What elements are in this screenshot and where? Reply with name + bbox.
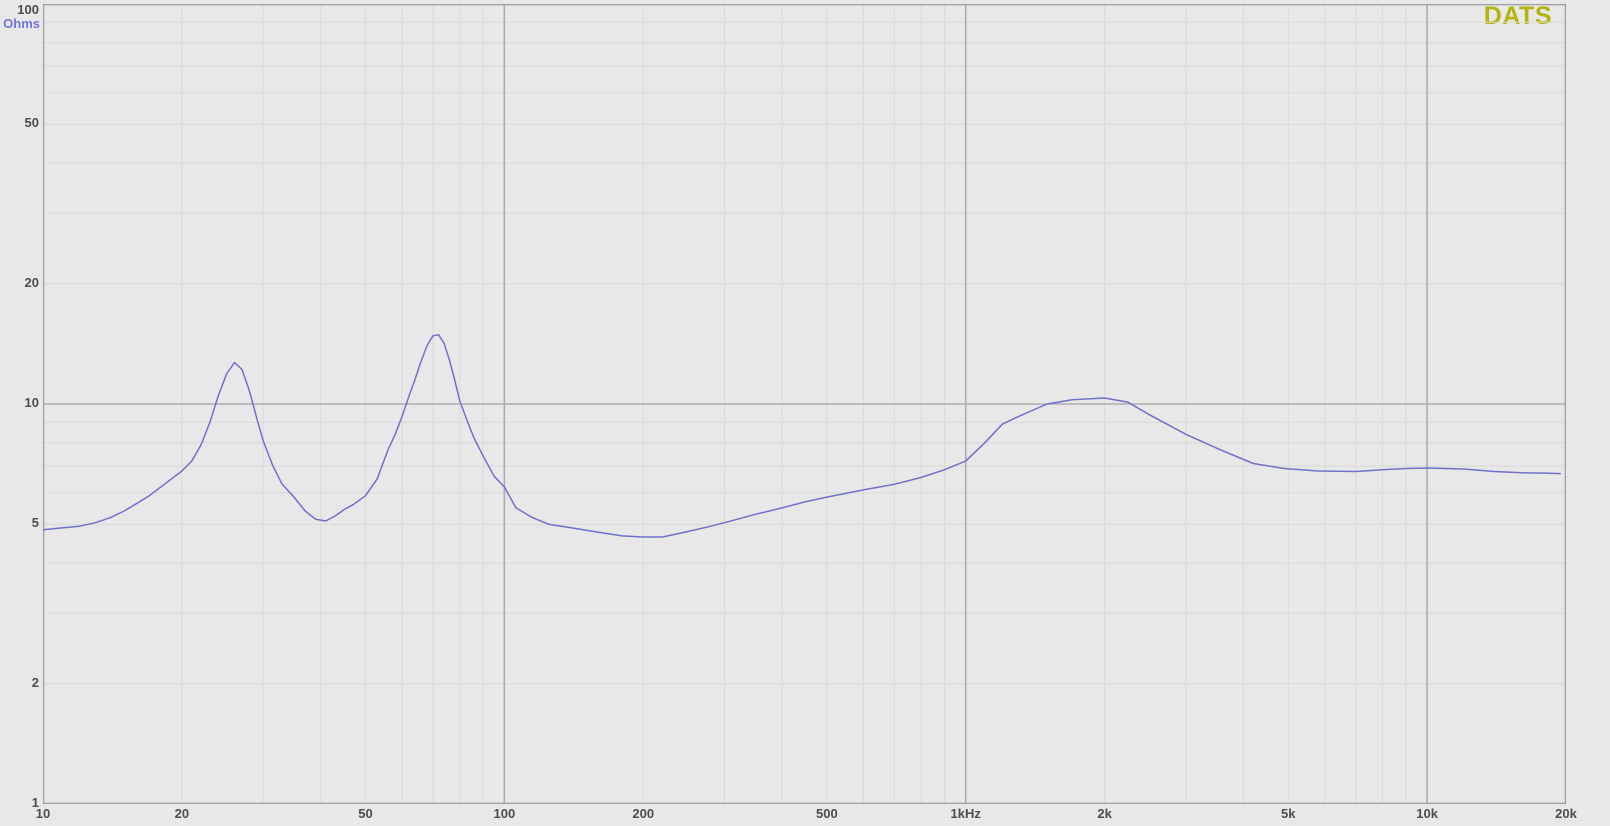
impedance-curve	[43, 333, 1561, 538]
x-tick-label: 2k	[1097, 806, 1112, 821]
x-tick-label: 10	[35, 806, 51, 821]
x-tick-label: 20k	[1555, 806, 1577, 821]
x-tick-label: 500	[815, 806, 838, 821]
y-tick-label: 10	[24, 395, 39, 410]
x-tick-label: 200	[632, 806, 655, 821]
y-tick-label: 5	[31, 515, 39, 531]
x-tick-label: 100	[493, 806, 516, 821]
y-tick-label: 20	[24, 274, 39, 290]
dats-logo: DATS	[1483, 2, 1552, 30]
x-tick-label: 5k	[1280, 806, 1296, 821]
plot-area	[43, 4, 1566, 804]
x-tick-label: 10k	[1416, 806, 1438, 821]
x-tick-label: 20	[174, 806, 190, 821]
major-gridlines	[43, 4, 1566, 804]
x-tick-label: 50	[358, 806, 373, 821]
y-tick-label: 50	[24, 115, 39, 131]
y-axis-unit-label: Ohms	[3, 16, 40, 31]
y-tick-label: 2	[31, 674, 39, 690]
y-tick-label: 100	[17, 2, 39, 17]
y-tick-label: 1	[31, 795, 39, 810]
plot-frame	[43, 4, 1566, 804]
x-tick-label: 1kHz	[950, 806, 981, 821]
